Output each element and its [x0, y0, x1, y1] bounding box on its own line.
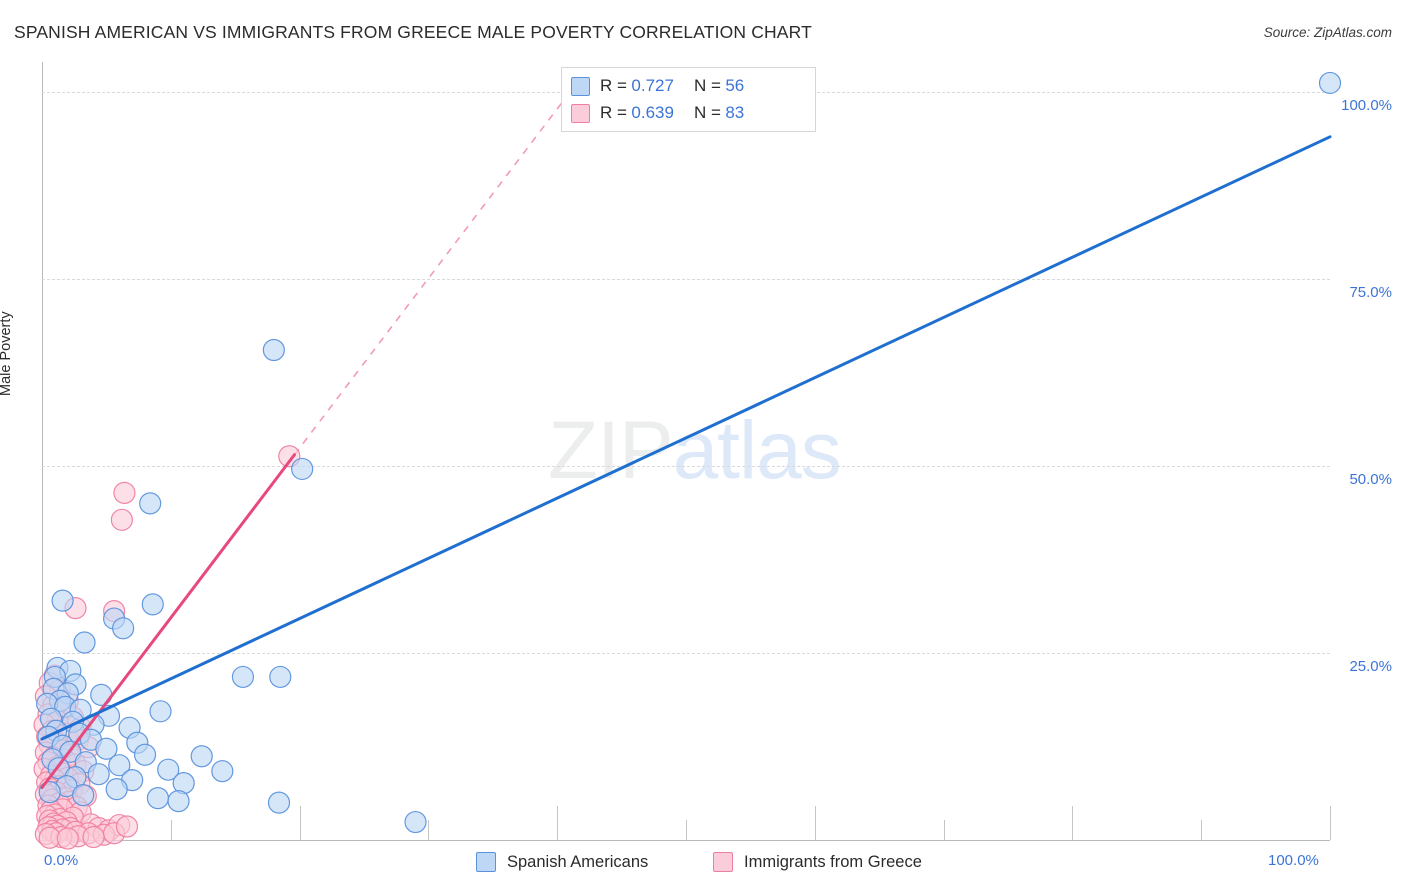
pink-n-value: 83 [725, 103, 745, 122]
y-tick-label: 25.0% [1349, 657, 1392, 675]
stats-row-pink: R = 0.639 N = 83 [571, 100, 744, 126]
data-point [115, 815, 139, 838]
y-tick-label: 100.0% [1341, 96, 1392, 114]
series-points-spanish-americans [36, 71, 1342, 834]
data-point [108, 754, 131, 777]
x-tick-label: 0.0% [44, 852, 79, 869]
x-axis-tick [1072, 806, 1074, 840]
gridline-y [42, 652, 1330, 654]
data-point [38, 781, 61, 804]
x-axis-tick [1330, 806, 1331, 840]
data-point [141, 593, 164, 616]
data-point [73, 631, 96, 654]
blue-r-value: 0.727 [631, 76, 674, 95]
blue-swatch-icon [571, 76, 590, 96]
data-point [267, 791, 291, 814]
y-tick-label: 50.0% [1349, 470, 1392, 488]
data-point [112, 617, 135, 640]
legend-pink-swatch-icon [713, 852, 733, 872]
legend-blue-swatch-icon [476, 852, 496, 872]
x-axis-tick [686, 820, 687, 840]
data-point [82, 825, 105, 849]
x-axis-tick [299, 806, 301, 840]
legend-item-spanish-americans[interactable]: Spanish Americans [476, 851, 648, 873]
data-point [167, 789, 190, 813]
y-axis-line [42, 62, 43, 840]
x-tick-label: 100.0% [1268, 852, 1319, 869]
data-point [146, 787, 170, 810]
gridline-y [42, 465, 1330, 467]
pink-trendline [40, 453, 296, 790]
legend-pink-label: Immigrants from Greece [744, 852, 922, 871]
data-point [56, 827, 79, 850]
blue-n-label: N = [693, 76, 721, 95]
data-point [190, 745, 213, 768]
data-point [262, 338, 285, 362]
x-axis-tick [814, 806, 816, 840]
page-title: SPANISH AMERICAN VS IMMIGRANTS FROM GREE… [14, 22, 812, 42]
data-point [95, 737, 118, 760]
pink-swatch-icon [571, 103, 590, 123]
pink-trendline-extension [293, 91, 571, 456]
data-point [51, 589, 74, 612]
x-axis-tick [1201, 820, 1203, 840]
x-axis-tick [943, 820, 945, 840]
blue-r-label: R = [600, 76, 627, 95]
x-axis-tick [557, 806, 559, 840]
legend-item-immigrants-from-greece[interactable]: Immigrants from Greece [713, 851, 922, 873]
y-axis-title: Male Poverty [0, 311, 14, 396]
data-point [113, 481, 136, 504]
x-axis-tick [170, 820, 172, 840]
x-axis-line [42, 840, 1330, 841]
data-point [157, 758, 180, 781]
blue-n-value: 56 [725, 76, 745, 95]
pink-n-label: N = [693, 103, 721, 122]
data-point [72, 784, 95, 807]
pink-r-label: R = [600, 103, 627, 122]
stats-row-blue: R = 0.727 N = 56 [571, 73, 744, 99]
y-tick-label: 75.0% [1349, 283, 1392, 301]
data-point [105, 778, 128, 801]
data-point [211, 760, 234, 783]
data-point [404, 810, 427, 834]
source-label: Source: ZipAtlas.com [1263, 25, 1392, 40]
data-point [291, 457, 314, 481]
pink-r-value: 0.639 [631, 103, 674, 122]
data-point [110, 508, 133, 531]
data-point [231, 665, 255, 689]
data-point [87, 763, 110, 786]
stats-legend: R = 0.727 N = 56 R = 0.639 N = 83 [561, 67, 816, 132]
data-point [149, 700, 172, 723]
data-point [133, 743, 157, 766]
legend-blue-label: Spanish Americans [507, 852, 649, 871]
x-axis-tick [428, 820, 430, 840]
data-point [269, 665, 292, 689]
blue-trendline [40, 135, 1332, 741]
data-point [1318, 71, 1342, 95]
data-point [139, 492, 162, 515]
gridline-y [42, 278, 1330, 280]
